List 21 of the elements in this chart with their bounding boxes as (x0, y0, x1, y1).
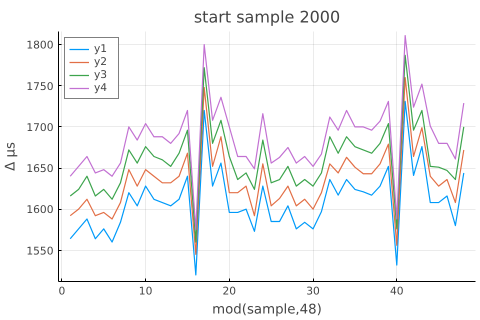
x-tick-label: 40 (390, 284, 404, 298)
y-tick-label: 1750 (26, 80, 54, 93)
legend-label: y1 (94, 42, 108, 55)
line-series (70, 100, 464, 276)
y-axis-title: Δ µs (3, 142, 18, 171)
y-tick-label: 1550 (26, 244, 54, 258)
y-tick-label: 1700 (26, 120, 54, 134)
x-axis-title: mod(sample,48) (212, 302, 322, 318)
y-tick-label: 1650 (26, 162, 54, 176)
y-tick-label: 1800 (26, 38, 54, 52)
legend-label: y2 (94, 55, 108, 68)
legend-label: y3 (94, 68, 108, 81)
y-tick-label: 1600 (26, 203, 54, 216)
chart-title: start sample 2000 (194, 8, 340, 26)
x-tick-label: 20 (222, 284, 236, 298)
legend-label: y4 (94, 81, 108, 94)
x-tick-label: 10 (138, 284, 153, 298)
line-series (70, 35, 464, 230)
line-series (70, 54, 464, 243)
x-tick-label: 30 (306, 284, 320, 298)
x-tick-label: 0 (58, 284, 66, 298)
